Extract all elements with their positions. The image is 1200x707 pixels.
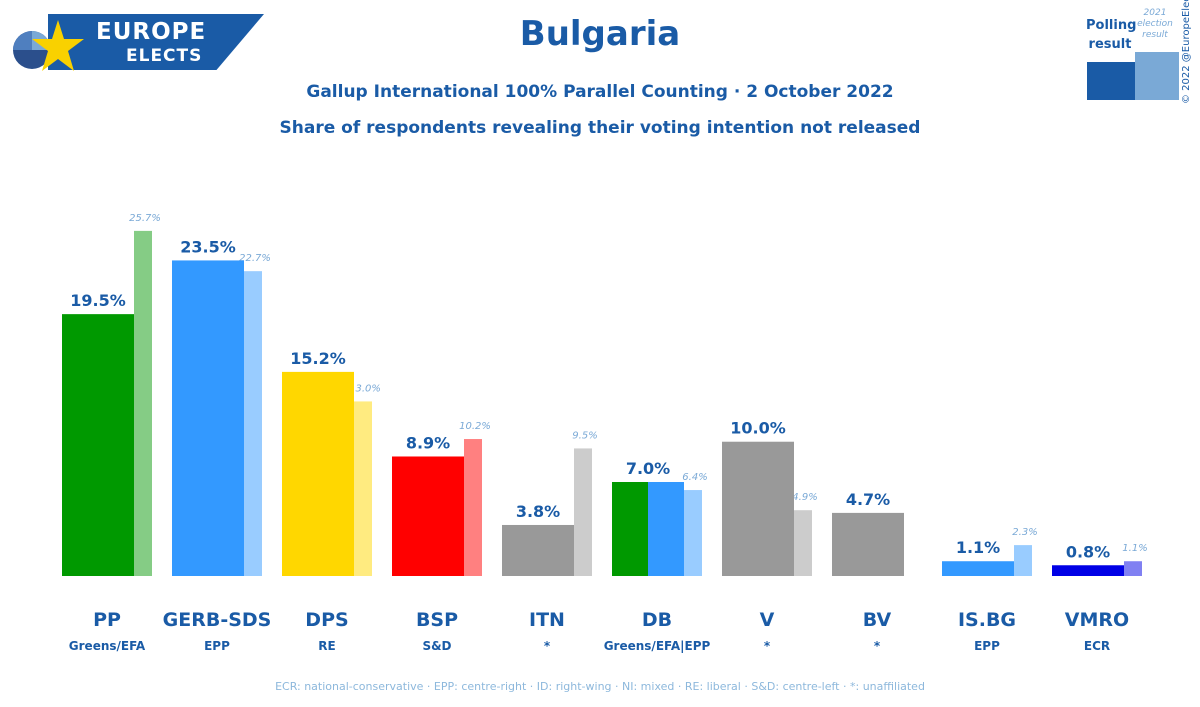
bar-2021-pp [134, 230, 152, 576]
label-2021-bsp: 10.2% [459, 421, 491, 432]
label-poll-gerb-sds: 23.5% [180, 237, 236, 256]
label-poll-bv: 4.7% [846, 490, 890, 509]
group-label-bsp: S&D [422, 639, 451, 653]
group-label-vmro: ECR [1084, 639, 1110, 653]
group-label-itn: * [544, 639, 551, 653]
label-poll-dps: 15.2% [290, 349, 346, 368]
bar-poll-bv [832, 512, 904, 576]
bar-poll-db-1 [648, 482, 684, 576]
bar-2021-v [794, 510, 812, 576]
bar-poll-gerb-sds [172, 260, 244, 576]
bar-2021-gerb-sds [244, 271, 262, 576]
chart-title: Bulgaria [519, 14, 681, 54]
label-2021-vmro: 1.1% [1122, 543, 1147, 554]
bar-poll-v [722, 441, 794, 576]
category-label-is.bg: IS.BG [958, 609, 1016, 631]
chart-subtitle: Gallup International 100% Parallel Count… [306, 82, 894, 102]
category-label-gerb-sds: GERB-SDS [163, 609, 272, 631]
label-2021-gerb-sds: 22.7% [239, 253, 271, 264]
bar-2021-vmro [1124, 561, 1142, 576]
label-2021-db: 6.4% [682, 472, 707, 483]
europe-elects-logo: EUROPE ELECTS [8, 14, 264, 72]
category-label-vmro: VMRO [1065, 609, 1129, 631]
category-label-pp: PP [93, 609, 121, 631]
group-label-gerb-sds: EPP [204, 639, 230, 653]
group-label-pp: Greens/EFA [69, 639, 146, 653]
group-label-bv: * [874, 639, 881, 653]
bar-poll-db-0 [612, 482, 648, 576]
label-poll-v: 10.0% [730, 419, 786, 438]
label-poll-is.bg: 1.1% [956, 538, 1000, 557]
group-label-is.bg: EPP [974, 639, 1000, 653]
legend-prev-label: 2021 election result [1137, 8, 1173, 40]
bar-poll-bsp [392, 456, 464, 576]
label-poll-pp: 19.5% [70, 291, 126, 310]
legend: Polling result 2021 election result [1080, 8, 1190, 104]
label-2021-itn: 9.5% [572, 430, 597, 441]
label-poll-db: 7.0% [626, 459, 670, 478]
bar-poll-pp [62, 314, 134, 576]
category-label-itn: ITN [529, 609, 565, 631]
legend-poll-label: Polling result [1086, 18, 1137, 52]
legend-poll-swatch [1087, 62, 1135, 100]
bar-poll-dps [282, 371, 354, 576]
chart-subtitle-note: Share of respondents revealing their vot… [279, 118, 921, 138]
logo-text-europe: EUROPE [96, 19, 207, 45]
group-label-db: Greens/EFA|EPP [604, 639, 711, 653]
label-2021-dps: 13.0% [349, 383, 381, 394]
category-label-v: V [760, 609, 775, 631]
bar-2021-dps [354, 401, 372, 576]
footnote: ECR: national-conservative · EPP: centre… [275, 680, 925, 693]
bar-poll-vmro [1052, 565, 1124, 576]
legend-prev-swatch [1135, 52, 1179, 100]
group-label-dps: RE [318, 639, 335, 653]
bar-2021-bsp [464, 439, 482, 576]
category-label-db: DB [642, 609, 672, 631]
category-label-bv: BV [863, 609, 892, 631]
bar-2021-is.bg [1014, 545, 1032, 576]
bar-poll-itn [502, 524, 574, 576]
category-label-dps: DPS [305, 609, 348, 631]
label-poll-bsp: 8.9% [406, 433, 450, 452]
logo-text-elects: ELECTS [126, 46, 203, 66]
star-icon [32, 20, 84, 71]
bar-poll-is.bg [942, 561, 1014, 576]
label-2021-is.bg: 2.3% [1012, 527, 1037, 538]
label-poll-itn: 3.8% [516, 502, 560, 521]
label-2021-v: 4.9% [792, 492, 817, 503]
group-label-v: * [764, 639, 771, 653]
label-2021-pp: 25.7% [129, 213, 161, 224]
category-label-bsp: BSP [416, 609, 458, 631]
label-poll-vmro: 0.8% [1066, 542, 1110, 561]
bar-2021-db [684, 490, 702, 576]
bar-2021-itn [574, 448, 592, 576]
